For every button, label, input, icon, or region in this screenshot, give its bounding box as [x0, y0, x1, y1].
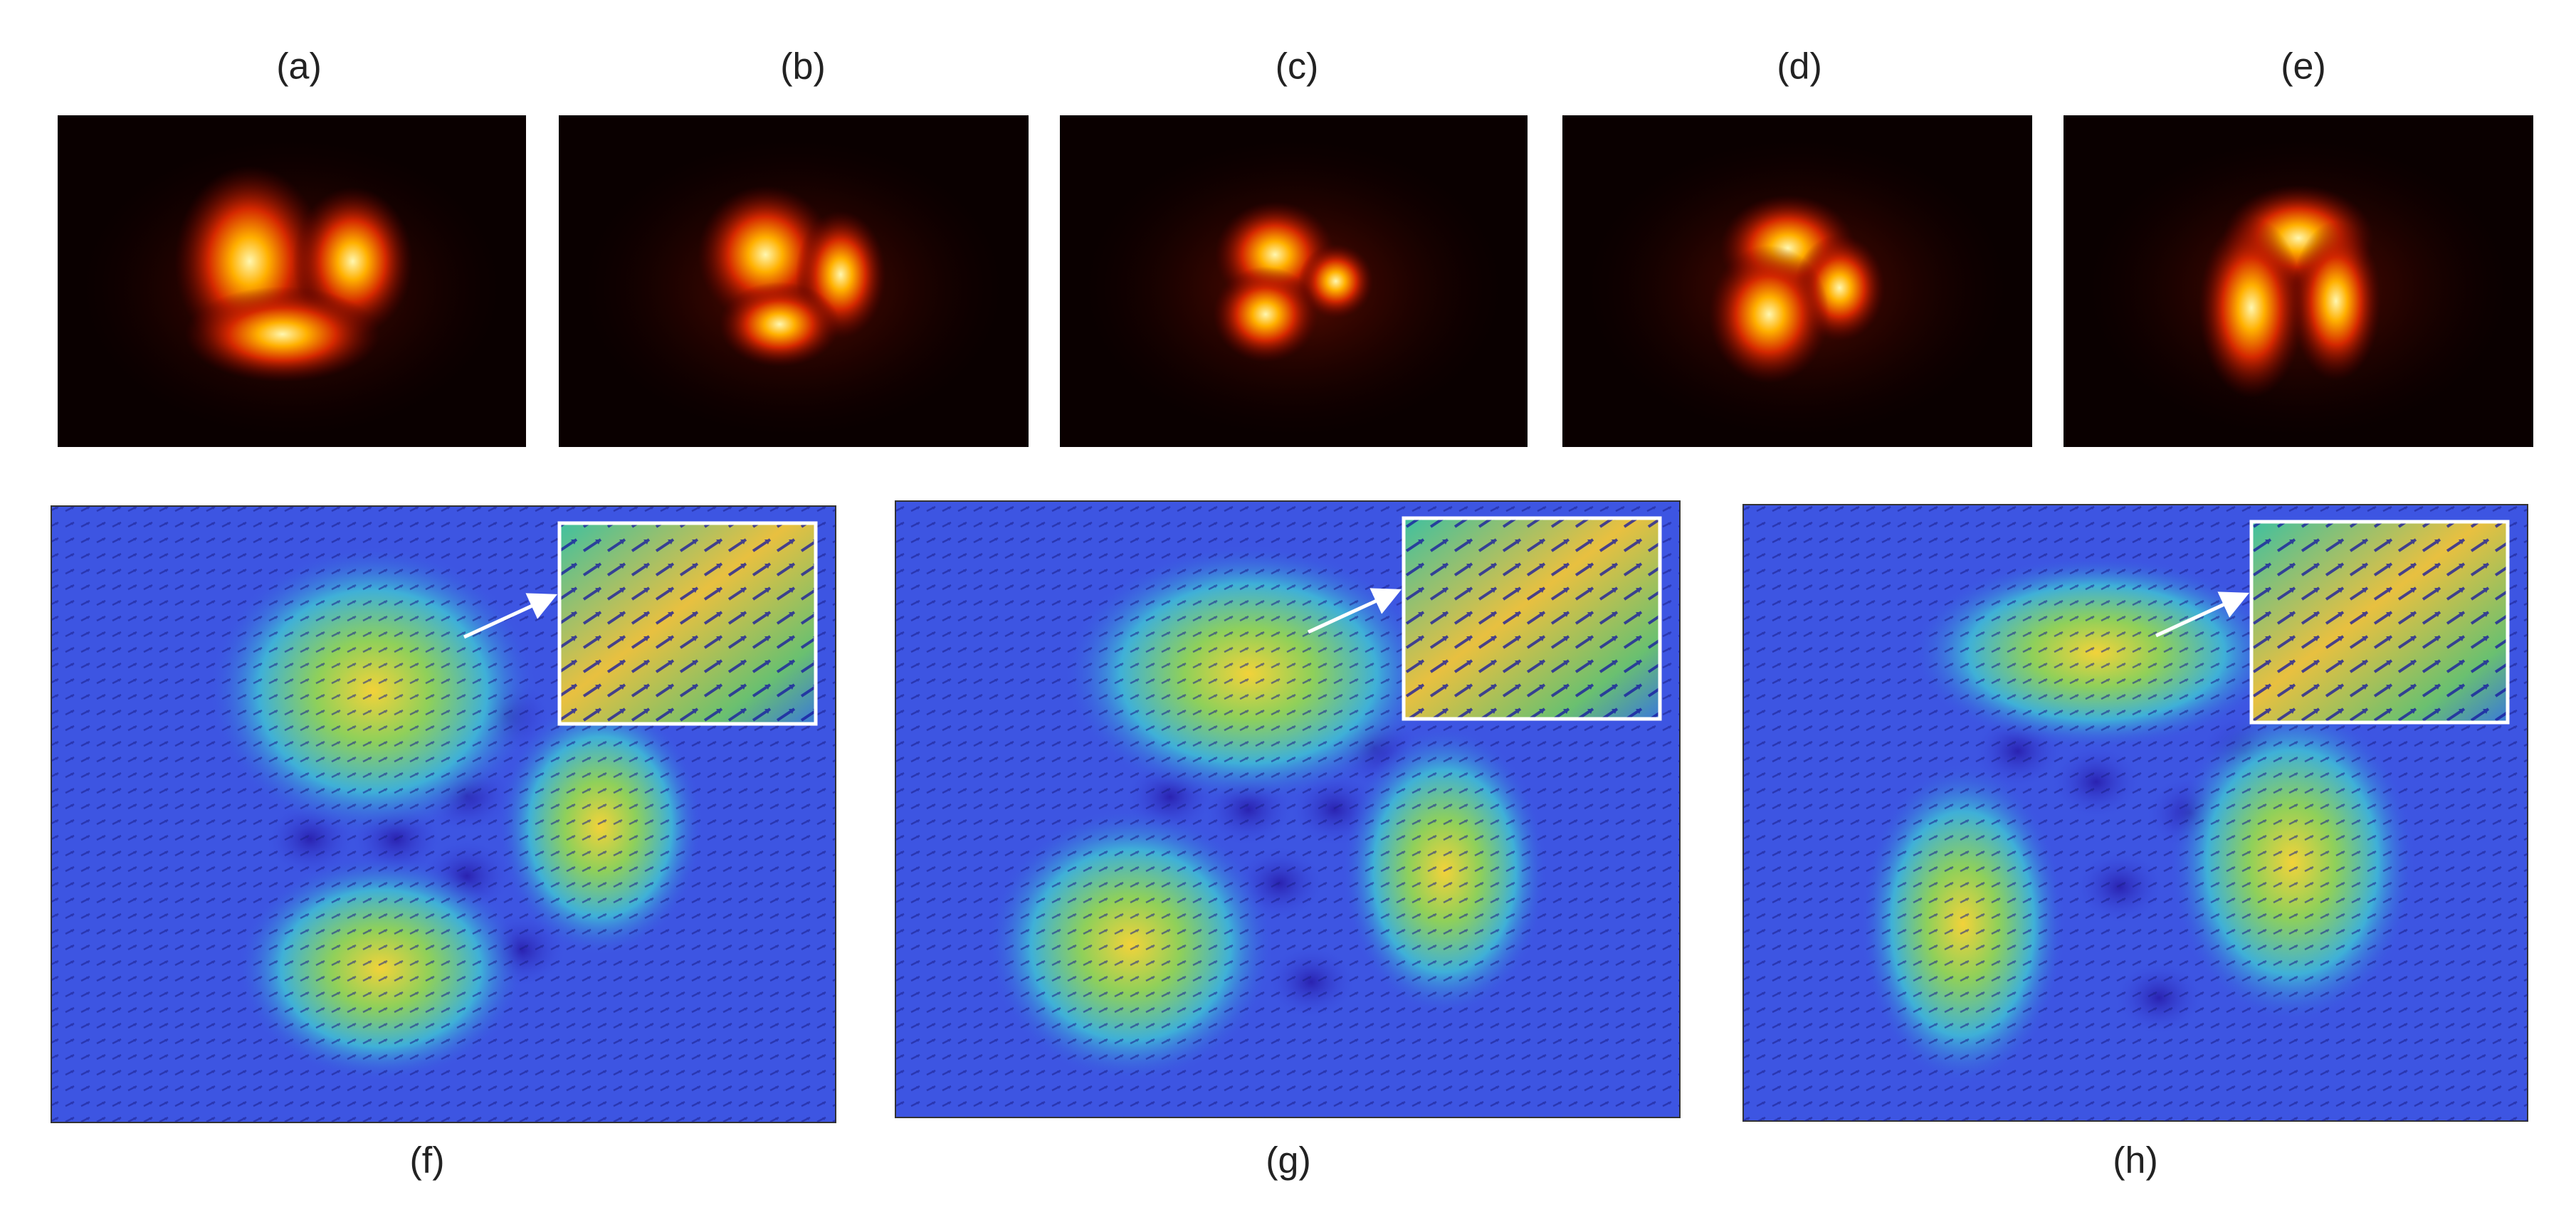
panel-label: (f)	[409, 1140, 444, 1182]
panel-label: (c)	[1276, 46, 1319, 88]
intensity-panel	[1060, 115, 1528, 447]
intensity-lobe	[1213, 266, 1318, 362]
intensity-panel	[1562, 115, 2032, 447]
intensity-panel	[58, 115, 526, 447]
intensity-lobe	[1708, 245, 1829, 384]
intensity-lobe	[2199, 217, 2304, 399]
pointer-arrow	[2155, 591, 2250, 638]
intensity-lobe	[184, 286, 380, 382]
inset-arrows	[559, 523, 816, 724]
vector-field-panel	[51, 505, 836, 1123]
panel-label: (g)	[1266, 1140, 1311, 1182]
inset-border	[1402, 516, 1662, 721]
vector-field-panel	[1742, 504, 2528, 1122]
intensity-panel	[559, 115, 1029, 447]
panel-label: (d)	[1777, 46, 1822, 88]
panel-label: (h)	[2113, 1140, 2158, 1182]
pointer-arrow	[463, 593, 558, 639]
intensity-lobe	[2291, 221, 2382, 381]
panel-label: (a)	[276, 46, 322, 88]
inset-arrows	[2251, 522, 2508, 722]
intensity-panel	[2064, 115, 2533, 447]
panel-label: (e)	[2281, 46, 2326, 88]
intensity-lobe	[719, 281, 840, 367]
inset-border	[557, 521, 818, 726]
vector-field-panel	[895, 500, 1681, 1118]
inset-border	[2249, 520, 2510, 725]
pointer-arrow	[1307, 588, 1402, 634]
inset-arrows	[1404, 518, 1660, 719]
panel-label: (b)	[780, 46, 826, 88]
intensity-lobe	[1298, 243, 1374, 319]
